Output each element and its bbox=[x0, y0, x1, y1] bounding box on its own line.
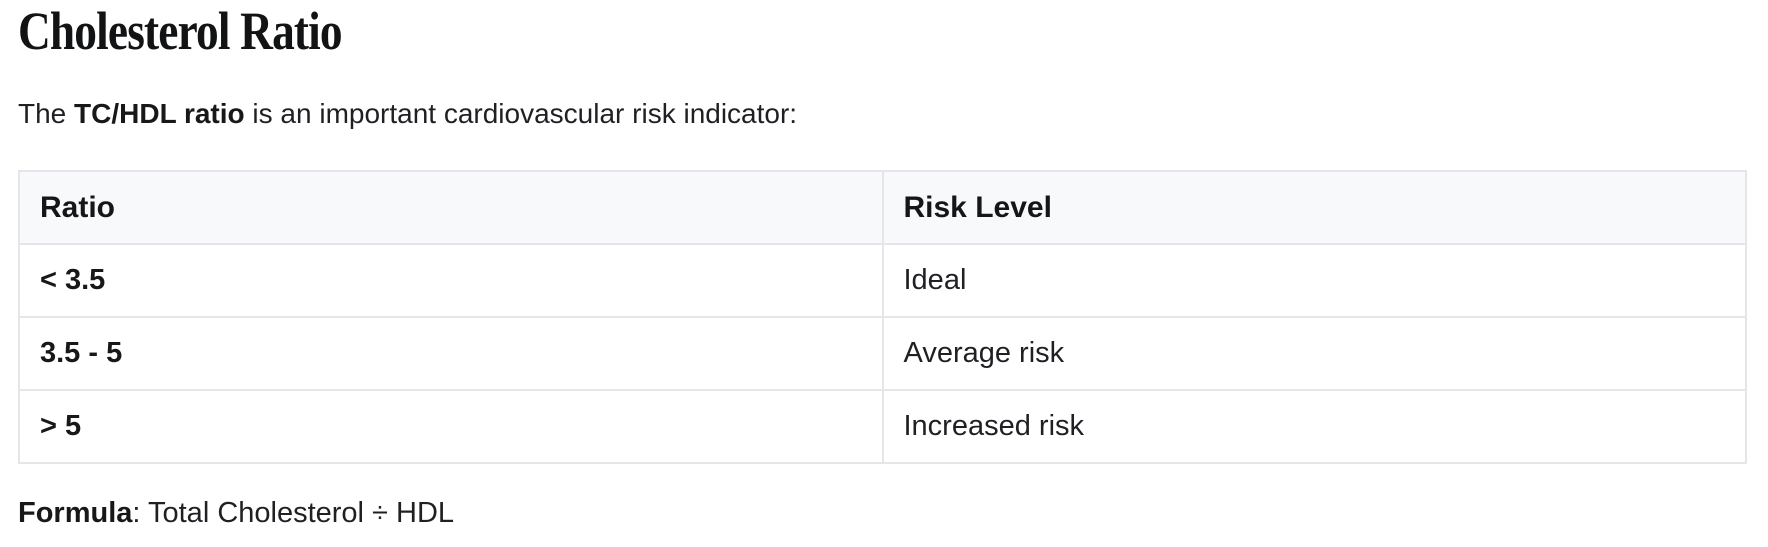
ratio-cell: > 5 bbox=[18, 389, 884, 464]
formula-line: Formula: Total Cholesterol ÷ HDL bbox=[18, 493, 1747, 533]
risk-level-cell: Average risk bbox=[881, 316, 1747, 391]
cholesterol-ratio-table: Ratio Risk Level < 3.5 Ideal 3.5 - 5 Ave… bbox=[18, 170, 1747, 464]
intro-text-post: is an important cardiovascular risk indi… bbox=[244, 98, 798, 129]
intro-paragraph: The TC/HDL ratio is an important cardiov… bbox=[18, 94, 1747, 134]
formula-value: Total Cholesterol ÷ HDL bbox=[148, 497, 455, 529]
ratio-cell: < 3.5 bbox=[18, 243, 884, 318]
table-row: < 3.5 Ideal bbox=[18, 243, 1747, 318]
page-title: Cholesterol Ratio bbox=[18, 1, 343, 61]
intro-text-pre: The bbox=[18, 98, 75, 129]
column-header-ratio: Ratio bbox=[18, 170, 884, 245]
table-row: 3.5 - 5 Average risk bbox=[18, 316, 1747, 391]
ratio-cell: 3.5 - 5 bbox=[18, 316, 884, 391]
document-page: Cholesterol Ratio The TC/HDL ratio is an… bbox=[0, 1, 1768, 533]
formula-separator: : bbox=[132, 497, 148, 529]
risk-level-cell: Ideal bbox=[881, 243, 1747, 318]
table-header: Ratio Risk Level bbox=[18, 170, 1747, 245]
intro-emphasis: TC/HDL ratio bbox=[74, 98, 245, 129]
formula-label: Formula bbox=[18, 497, 133, 529]
column-header-risk-level: Risk Level bbox=[881, 170, 1747, 245]
table-row: > 5 Increased risk bbox=[18, 389, 1747, 464]
risk-level-cell: Increased risk bbox=[881, 389, 1747, 464]
table-header-row: Ratio Risk Level bbox=[18, 170, 1747, 245]
table-body: < 3.5 Ideal 3.5 - 5 Average risk > 5 Inc… bbox=[18, 243, 1747, 464]
